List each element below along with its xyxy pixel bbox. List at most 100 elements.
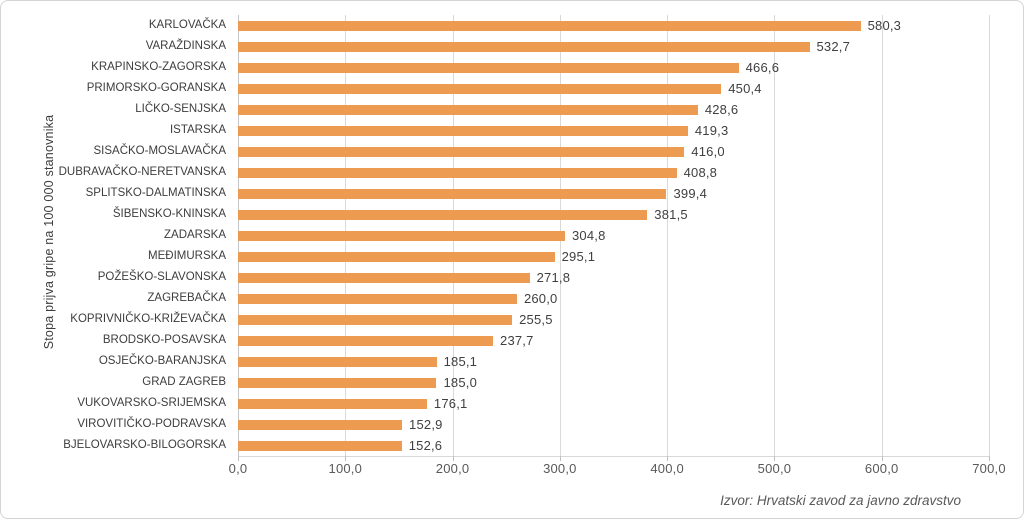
bar — [238, 104, 698, 115]
category-label: ZADARSKA — [164, 229, 226, 241]
bar — [238, 251, 555, 262]
tickmark-300 — [559, 456, 561, 461]
gridline-600 — [881, 15, 883, 456]
category-label: OSJEČKO-BARANJSKA — [98, 355, 226, 367]
bar — [238, 272, 530, 283]
value-label: 399,4 — [673, 186, 708, 201]
bar-row: 428,6 — [238, 99, 989, 120]
x-tick-label: 400,0 — [650, 461, 684, 476]
category-label: BJELOVARSKO-BILOGORSKA — [63, 439, 226, 451]
category-label: BRODSKO-POSAVSKA — [102, 334, 226, 346]
category-label: VUKOVARSKO-SRIJEMSKA — [77, 397, 226, 409]
value-label: 419,3 — [694, 123, 729, 138]
bar — [238, 188, 667, 199]
bar-row: 580,3 — [238, 15, 989, 36]
bar — [238, 377, 437, 388]
category-label: MEĐIMURSKA — [148, 250, 226, 262]
category-label: KOPRIVNIČKO-KRIŽEVAČKA — [70, 313, 226, 325]
bar-row: 381,5 — [238, 204, 989, 225]
bar-row: 295,1 — [238, 246, 989, 267]
value-label: 237,7 — [500, 333, 534, 348]
value-label: 185,1 — [443, 354, 478, 369]
category-label: SPLITSKO-DALMATINSKA — [85, 187, 226, 199]
bar-row: 416,0 — [238, 141, 989, 162]
value-label: 466,6 — [745, 60, 780, 75]
bar — [238, 356, 437, 367]
category-label: GRAD ZAGREB — [142, 376, 226, 388]
tickmark-200 — [452, 456, 454, 461]
x-tick-label: 0,0 — [228, 461, 248, 476]
category-label: SISAČKO-MOSLAVAČKA — [93, 145, 227, 157]
gridline-400 — [667, 15, 669, 456]
category-label: KARLOVAČKA — [148, 19, 226, 31]
category-label: ISTARSKA — [169, 124, 226, 136]
bar — [238, 20, 861, 31]
category-label: ŠIBENSKO-KNINSKA — [112, 208, 226, 220]
x-tick-label: 100,0 — [328, 461, 363, 476]
value-label: 408,8 — [683, 165, 718, 180]
bar-series: 580,3 532,7 466,6 450,4 428,6 419,3 416,0 408,8… — [238, 15, 989, 456]
tickmark-700 — [989, 456, 990, 461]
bar-row: 466,6 — [238, 57, 989, 78]
bar-row: 176,1 — [238, 393, 989, 414]
bar-row: 237,7 — [238, 330, 989, 351]
value-label: 271,8 — [536, 270, 571, 285]
value-label: 532,7 — [816, 39, 851, 54]
tickmark-100 — [345, 456, 347, 461]
bar — [238, 41, 810, 52]
tickmark-0 — [238, 456, 239, 461]
x-tick-label: 300,0 — [543, 461, 577, 476]
value-label: 381,5 — [654, 207, 688, 222]
bar — [238, 167, 677, 178]
bar-row: 399,4 — [238, 183, 989, 204]
bar-row: 408,8 — [238, 162, 989, 183]
bar — [238, 146, 685, 157]
source-note: Izvor: Hrvatski zavod za javno zdravstvo — [720, 493, 961, 508]
x-tick-label: 200,0 — [435, 461, 470, 476]
value-label: 428,6 — [704, 102, 739, 117]
gridline-700 — [989, 15, 990, 456]
bar-row: 450,4 — [238, 78, 989, 99]
tickmark-500 — [774, 456, 776, 461]
x-axis-line — [238, 456, 989, 457]
category-label: LIČKO-SENJSKA — [135, 103, 226, 115]
bar-row: 185,0 — [238, 372, 989, 393]
value-label: 450,4 — [728, 81, 762, 96]
value-label: 152,6 — [408, 438, 443, 453]
bar — [238, 293, 517, 304]
value-label: 255,5 — [519, 312, 553, 327]
category-label: PRIMORSKO-GORANSKA — [86, 82, 226, 94]
bar-row: 152,6 — [238, 435, 989, 456]
bar-row: 304,8 — [238, 225, 989, 246]
value-label: 176,1 — [433, 396, 468, 411]
value-label: 416,0 — [691, 144, 725, 159]
bar-row: 271,8 — [238, 267, 989, 288]
bar — [238, 62, 739, 73]
category-label: POŽEŠKO-SLAVONSKA — [97, 271, 226, 283]
bar-row: 152,9 — [238, 414, 989, 435]
bar-row: 532,7 — [238, 36, 989, 57]
bar-row: 260,0 — [238, 288, 989, 309]
tickmark-600 — [881, 456, 883, 461]
value-label: 580,3 — [867, 18, 902, 33]
bar — [238, 125, 688, 136]
gridline-500 — [774, 15, 776, 456]
value-label: 304,8 — [572, 228, 606, 243]
category-axis-labels: KARLOVAČKA VARAŽDINSKA KRAPINSKO-ZAGORSKA P… — [1, 15, 232, 456]
category-label: VARAŽDINSKA — [145, 40, 226, 52]
bar-row: 185,1 — [238, 351, 989, 372]
bar — [238, 335, 494, 346]
category-label: ZAGREBAČKA — [147, 292, 226, 304]
bar — [238, 398, 427, 409]
bar-row: 255,5 — [238, 309, 989, 330]
value-label: 260,0 — [523, 291, 558, 306]
value-label: 295,1 — [561, 249, 596, 264]
x-axis-tick-labels: 0,0 100,0 200,0 300,0 400,0 500,0 600,0 700,0 — [229, 461, 1006, 479]
tickmark-400 — [667, 456, 669, 461]
x-tick-label: 600,0 — [864, 461, 899, 476]
value-label: 185,0 — [443, 375, 478, 390]
x-tick-label: 500,0 — [757, 461, 792, 476]
bar — [238, 209, 648, 220]
bar-row: 419,3 — [238, 120, 989, 141]
category-label: VIROVITIČKO-PODRAVSKA — [77, 418, 226, 430]
